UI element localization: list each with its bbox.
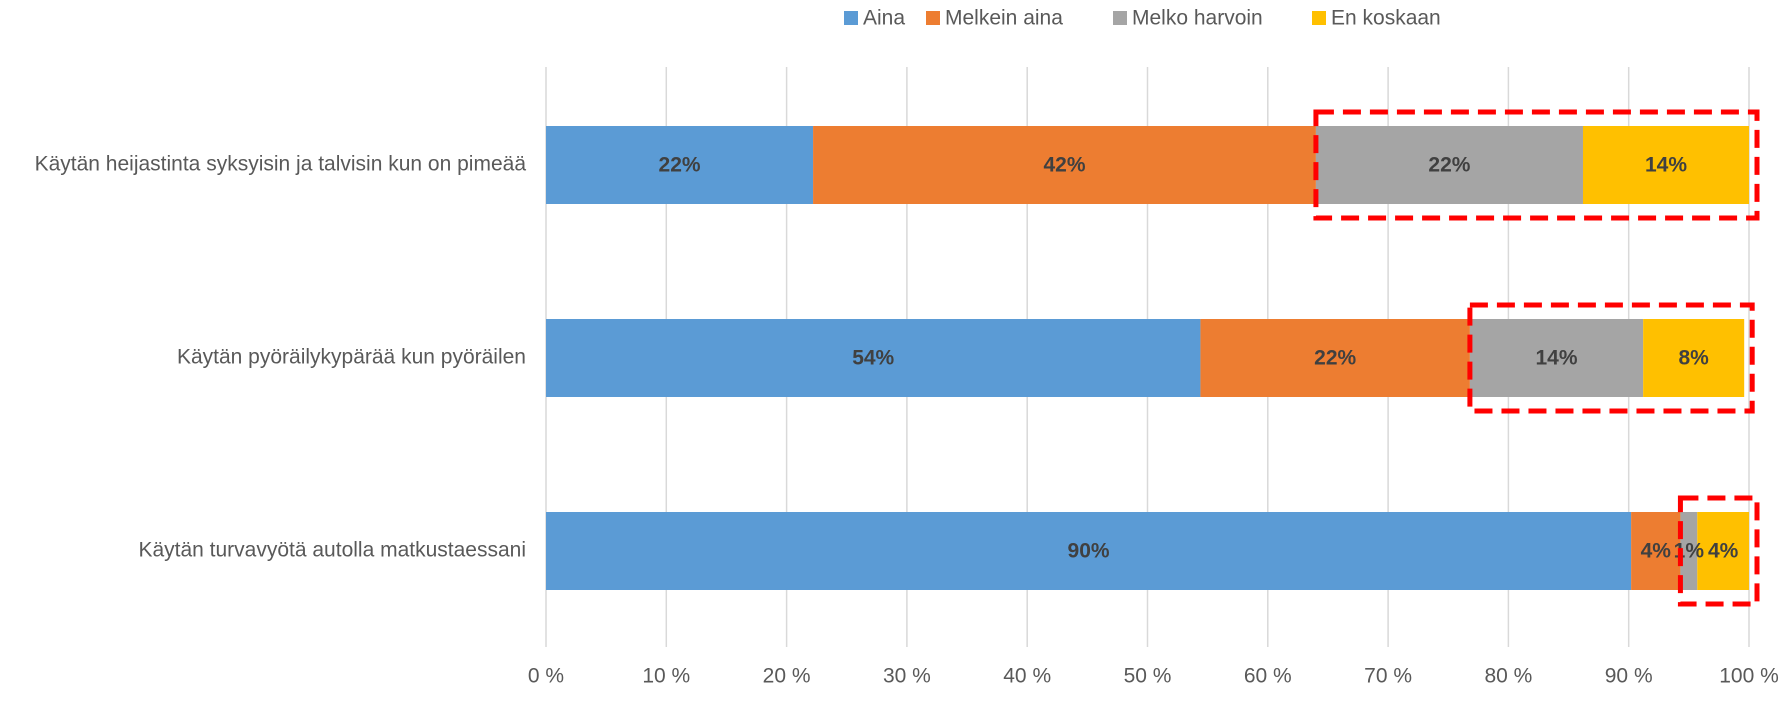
highlight-box: [1677, 495, 1760, 607]
value-label: 22%: [1314, 347, 1356, 370]
x-tick-label: 30 %: [883, 665, 931, 688]
legend-label: En koskaan: [1331, 7, 1441, 30]
x-tick-label: 20 %: [763, 665, 811, 688]
bar-segment: [1643, 319, 1745, 397]
highlight-box: [1313, 109, 1760, 221]
legend-swatch: [844, 11, 858, 25]
value-label: 14%: [1645, 154, 1687, 177]
value-label: 22%: [1428, 154, 1470, 177]
value-label: 42%: [1043, 154, 1085, 177]
bar-segment: [546, 319, 1201, 397]
bar-segment: [546, 126, 814, 204]
x-tick-label: 50 %: [1124, 665, 1172, 688]
bar-segment: [1631, 512, 1681, 590]
value-label: 90%: [1068, 540, 1110, 563]
bar-segment: [1469, 319, 1644, 397]
legend-label: Aina: [863, 7, 905, 30]
legend-label: Melko harvoin: [1132, 7, 1263, 30]
bar-segment: [813, 126, 1316, 204]
value-label: 14%: [1536, 347, 1578, 370]
legend-label: Melkein aina: [945, 7, 1063, 30]
x-tick-label: 40 %: [1003, 665, 1051, 688]
x-tick-label: 0 %: [528, 665, 564, 688]
value-label: 8%: [1678, 347, 1709, 370]
bar-segment: [546, 512, 1632, 590]
legend-swatch: [1312, 11, 1326, 25]
legend-swatch: [1113, 11, 1127, 25]
x-tick-label: 60 %: [1244, 665, 1292, 688]
x-tick-label: 80 %: [1484, 665, 1532, 688]
bar-segment: [1582, 126, 1749, 204]
x-tick-label: 10 %: [642, 665, 690, 688]
legend-swatch: [926, 11, 940, 25]
bar-segment: [1315, 126, 1583, 204]
category-label: Käytän turvavyötä autolla matkustaessani: [138, 539, 526, 562]
bar-segment: [1680, 512, 1698, 590]
bar-segment: [1200, 319, 1470, 397]
bar-segment: [1697, 512, 1749, 590]
x-tick-label: 90 %: [1605, 665, 1653, 688]
x-tick-label: 70 %: [1364, 665, 1412, 688]
category-label: Käytän heijastinta syksyisin ja talvisin…: [35, 153, 527, 176]
value-label: 4%: [1641, 540, 1672, 563]
value-label: 22%: [659, 154, 701, 177]
highlight-box: [1467, 302, 1755, 414]
value-label: 4%: [1708, 540, 1739, 563]
category-label: Käytän pyöräilykypärää kun pyöräilen: [177, 346, 526, 369]
x-tick-label: 100 %: [1719, 665, 1779, 688]
value-label: 54%: [852, 347, 894, 370]
